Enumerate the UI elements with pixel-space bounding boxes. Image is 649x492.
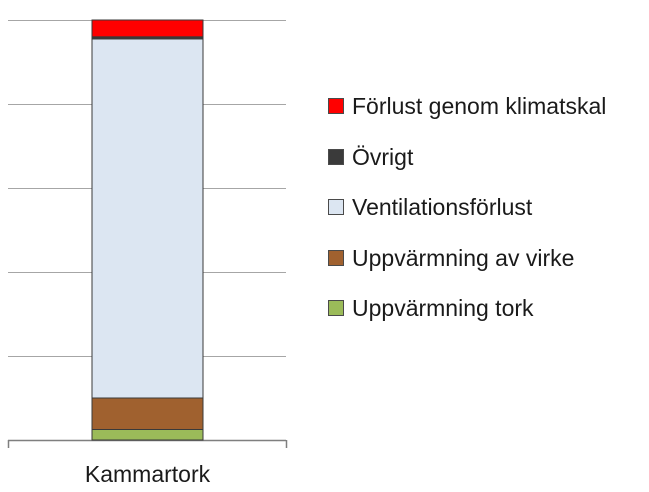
category-labels: Kammartork (85, 461, 211, 487)
legend-swatch (328, 199, 344, 215)
legend-swatch (328, 300, 344, 316)
legend: Förlust genom klimatskal Övrigt Ventilatio… (328, 90, 643, 343)
legend-label: Uppvärmning av virke (352, 244, 575, 271)
bar-segment-ventilationsförlust (91, 38, 204, 399)
bar-stack (91, 19, 204, 441)
legend-item: Uppvärmning tork (328, 292, 643, 343)
legend-swatch (328, 148, 344, 165)
legend-label: Förlust genom klimatskal (352, 93, 607, 119)
legend-swatch (328, 249, 344, 266)
legend-item: Uppvärmning av virke (328, 242, 643, 293)
legend-label: Ventilationsförlust (352, 194, 533, 220)
bar-segment-förlust-genom-klimatskal (91, 19, 204, 38)
bar-segment-uppvärmning-tork (91, 429, 204, 441)
legend-item: Förlust genom klimatskal (328, 90, 643, 141)
x-axis (7, 439, 288, 448)
category-label: Kammartork (85, 461, 211, 487)
legend-label: Uppvärmning tork (352, 295, 534, 321)
bar-segment-uppvärmning-av-virke (91, 397, 204, 430)
legend-swatch (328, 98, 344, 114)
legend-label: Övrigt (352, 143, 414, 170)
legend-item: Övrigt (328, 141, 643, 192)
legend-item: Ventilationsförlust (328, 191, 643, 242)
